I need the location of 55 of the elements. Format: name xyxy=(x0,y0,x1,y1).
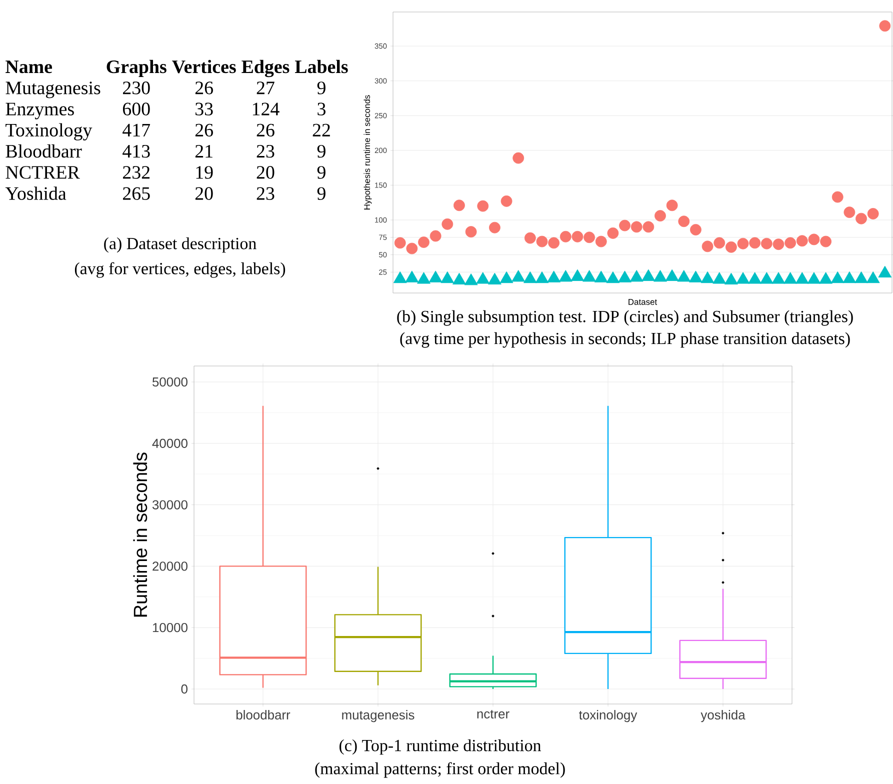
x-tick-label: toxinology xyxy=(579,710,638,722)
data-label: 9 xyxy=(317,187,326,200)
data-label: 9 xyxy=(317,166,326,179)
text: (b) Single subsumption test. IDP (circles) and Subsumer (triangles) xyxy=(397,310,853,326)
y-tick-label: 30000 xyxy=(152,500,188,510)
category-label: Bloodbarr xyxy=(6,144,82,158)
data-label: 230 xyxy=(122,82,150,94)
data-label: 33 xyxy=(196,102,213,116)
y-tick-label: 50000 xyxy=(152,377,188,387)
data-label: 23 xyxy=(256,144,274,158)
text: (maximal patterns; first order model) xyxy=(315,762,565,778)
data-label: 20 xyxy=(195,187,213,200)
data-label: 20 xyxy=(256,166,274,179)
y-axis-title: Runtime in seconds xyxy=(133,452,148,617)
text: Labels xyxy=(294,60,348,74)
data-label: 23 xyxy=(256,187,274,200)
text: (c) Top-1 runtime distribution xyxy=(340,739,542,755)
data-label: 265 xyxy=(122,187,150,200)
text: Vertices xyxy=(172,60,236,74)
x-tick-label: bloodbarr xyxy=(236,710,290,720)
y-tick-label: 10000 xyxy=(152,623,188,632)
text: Graphs xyxy=(106,60,166,78)
data-label: 417 xyxy=(122,124,150,136)
data-label: 22 xyxy=(312,124,330,136)
data-label: 413 xyxy=(122,144,150,158)
text: (avg for vertices, edges, labels) xyxy=(74,262,286,278)
x-tick-label: nctrer xyxy=(477,710,510,719)
text: (avg time per hypothesis in seconds; ILP phase transition datasets) xyxy=(400,332,850,348)
y-tick-label: 20000 xyxy=(152,562,188,571)
data-label: 21 xyxy=(195,144,212,158)
category-label: Yoshida xyxy=(5,186,66,200)
data-label: 26 xyxy=(195,124,213,137)
text: Name xyxy=(6,60,52,74)
x-tick-label: mutagenesis xyxy=(342,710,414,722)
y-tick-label: 0 xyxy=(181,684,188,694)
y-tick-label: 40000 xyxy=(152,438,188,448)
data-label: 9 xyxy=(317,144,326,158)
x-tick-label: yoshida xyxy=(700,710,746,722)
data-label: 3 xyxy=(318,102,326,116)
category-label: Toxinology xyxy=(6,123,92,140)
data-label: 26 xyxy=(195,82,213,94)
text: Edges xyxy=(242,60,290,78)
data-label: 26 xyxy=(256,124,274,137)
text: (a) Dataset description xyxy=(104,237,256,253)
data-label: 124 xyxy=(252,102,280,116)
category-label: Enzymes xyxy=(6,102,74,120)
x-axis-title: Dataset xyxy=(628,299,658,305)
category-label: Mutagenesis xyxy=(6,82,100,98)
data-label: 232 xyxy=(122,166,150,179)
y-axis-title: Hypothesis runtime in seconds xyxy=(364,95,372,210)
category-label: NCTRER xyxy=(6,166,80,179)
data-label: 600 xyxy=(122,102,150,116)
data-label: 27 xyxy=(256,82,274,94)
data-label: 19 xyxy=(196,166,213,179)
data-label: 9 xyxy=(317,82,326,94)
